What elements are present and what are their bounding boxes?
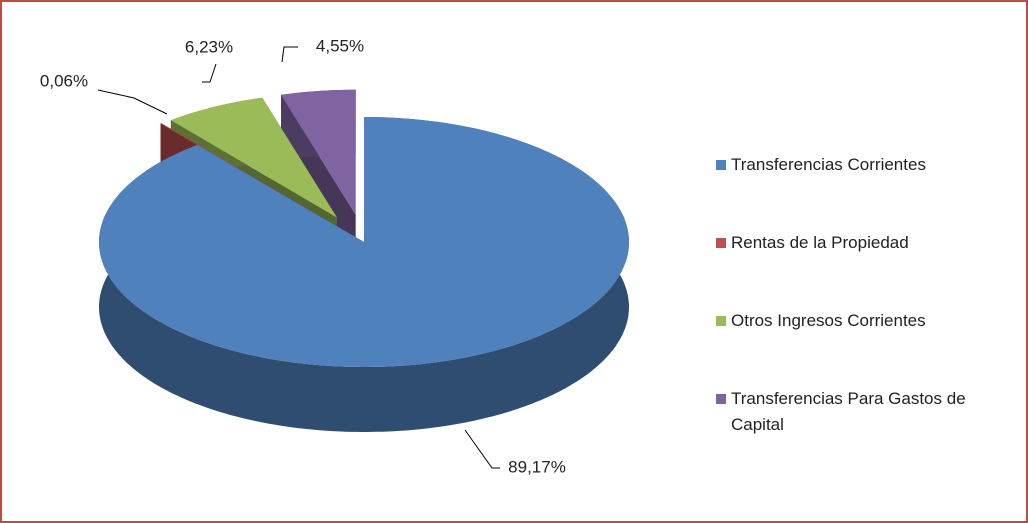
slice-top [281,89,356,215]
slice-top [160,123,328,221]
data-label: 89,17% [508,457,566,476]
legend-label: Rentas de la Propiedad [731,233,909,252]
legend-item: Transferencias Corrientes [716,152,1006,230]
leader-line [202,63,217,83]
slice [99,117,629,432]
slice-top [99,117,629,367]
legend-swatch [716,238,726,248]
legend-swatch [716,316,726,326]
leader-line [97,89,168,115]
leader-line [464,429,500,469]
legend-item: Transferencias Para Gastos de Capital [716,386,1006,464]
legend-item: Rentas de la Propiedad [716,230,1006,308]
legend-swatch [716,394,726,404]
legend-label: Transferencias Para Gastos de Capital [731,389,966,434]
legend: Transferencias Corrientes Rentas de la Pr… [716,152,1006,464]
slice-top [170,97,337,218]
data-label: 0,06% [40,71,88,90]
legend-swatch [716,160,726,170]
data-label: 4,55% [316,36,364,55]
legend-label: Otros Ingresos Corrientes [731,311,926,330]
legend-label: Transferencias Corrientes [731,155,926,174]
legend-item: Otros Ingresos Corrientes [716,308,1006,386]
leader-line [281,46,298,63]
data-label: 6,23% [185,37,233,56]
